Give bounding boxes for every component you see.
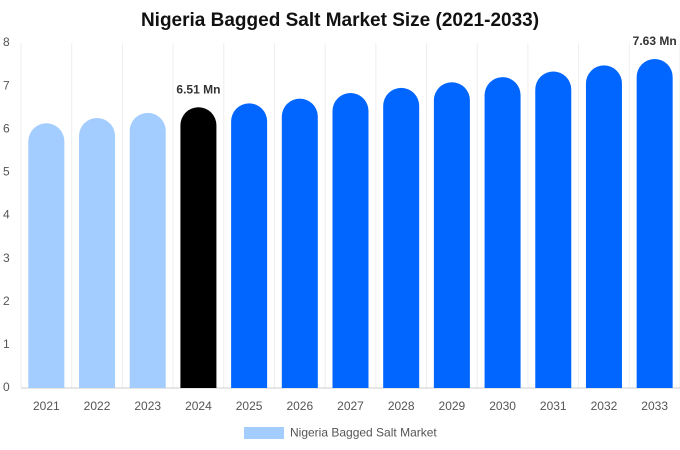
x-tick-label: 2033 — [641, 399, 668, 413]
x-tick-label: 2021 — [33, 399, 60, 413]
bar — [332, 93, 369, 389]
bar — [180, 107, 217, 388]
x-tick-label: 2031 — [540, 399, 567, 413]
x-tick-label: 2026 — [286, 399, 313, 413]
y-tick-label: 7 — [3, 78, 10, 92]
bar — [535, 71, 572, 389]
bar — [129, 112, 166, 388]
bar — [28, 123, 65, 388]
bar — [383, 87, 420, 388]
bar — [79, 118, 116, 388]
legend-swatch — [244, 427, 284, 439]
x-tick-label: 2029 — [439, 399, 466, 413]
bar — [231, 103, 268, 389]
x-tick-label: 2023 — [134, 399, 161, 413]
bar — [433, 82, 470, 388]
x-tick-label: 2032 — [591, 399, 618, 413]
x-tick-label: 2025 — [236, 399, 263, 413]
x-tick-label: 2024 — [185, 399, 212, 413]
y-tick-label: 0 — [3, 380, 10, 394]
bar — [636, 58, 673, 389]
x-tick-label: 2030 — [489, 399, 516, 413]
chart-title: Nigeria Bagged Salt Market Size (2021-20… — [141, 10, 539, 31]
bar — [484, 77, 521, 389]
y-tick-label: 3 — [3, 251, 10, 265]
y-tick-label: 8 — [3, 35, 10, 49]
value-label: 7.63 Mn — [633, 34, 677, 48]
value-label: 6.51 Mn — [176, 82, 220, 96]
x-tick-label: 2027 — [337, 399, 364, 413]
bar — [281, 98, 318, 388]
y-tick-label: 1 — [3, 337, 10, 351]
x-tick-label: 2028 — [388, 399, 415, 413]
bar — [585, 65, 622, 389]
y-tick-label: 5 — [3, 165, 10, 179]
legend-label: Nigeria Bagged Salt Market — [290, 426, 437, 440]
x-tick-label: 2022 — [84, 399, 111, 413]
y-tick-label: 2 — [3, 294, 10, 308]
y-tick-label: 6 — [3, 121, 10, 135]
y-tick-label: 4 — [3, 208, 10, 222]
